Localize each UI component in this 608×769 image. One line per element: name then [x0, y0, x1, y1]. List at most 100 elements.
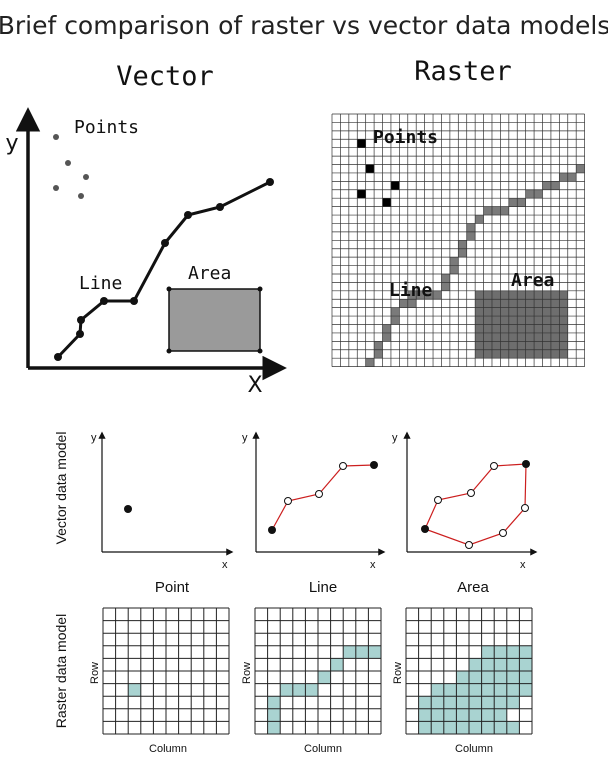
grid-row-label: Row — [392, 662, 404, 684]
raster-cell — [390, 307, 400, 317]
mini-raster-cell — [506, 645, 520, 659]
mini-raster-cell — [355, 645, 369, 659]
mini-y-label: y — [392, 432, 398, 444]
mini-raster-cell — [280, 683, 293, 697]
raster-cell — [416, 290, 425, 300]
raster-cell — [466, 231, 476, 241]
mini-point — [124, 505, 132, 513]
mini-raster-cell — [494, 658, 507, 671]
mini-raster-cell — [506, 683, 520, 697]
mini-y-label: y — [242, 432, 248, 444]
vector-points-label: Points — [74, 117, 139, 138]
page-title: Brief comparison of raster vs vector dat… — [0, 11, 608, 40]
raster-cell — [508, 198, 518, 207]
mini-area-vertex — [499, 529, 507, 537]
mini-raster-cell — [519, 658, 532, 671]
raster-cell — [382, 332, 391, 342]
raster-area-label: Area — [511, 270, 554, 291]
mini-raster-cell — [519, 683, 532, 697]
caption-line: Line — [309, 579, 337, 596]
raster-cell — [399, 299, 408, 308]
mini-raster-cell — [431, 721, 444, 734]
vector-area-vertex — [257, 286, 263, 292]
raster-cell — [525, 189, 535, 199]
vector-y-label: y — [5, 131, 18, 156]
vector-vertex — [161, 239, 169, 247]
raster-row-label: Raster data model — [53, 614, 69, 728]
mini-raster-cell — [443, 721, 457, 734]
mini-x-label: x — [370, 559, 376, 571]
mini-vector-point: y x Point — [91, 431, 234, 596]
mini-raster-cell — [494, 671, 507, 684]
raster-points-label: Points — [373, 127, 438, 148]
raster-cell — [390, 181, 400, 190]
raster-cells — [357, 139, 585, 367]
raster-grid — [331, 113, 585, 367]
vector-x-label: X — [247, 373, 262, 398]
vector-vertex — [266, 178, 274, 186]
mini-raster-cell — [494, 696, 507, 709]
mini-raster-cell — [469, 671, 482, 684]
raster-cell — [357, 189, 366, 199]
mini-raster-cell — [494, 645, 507, 659]
raster-cell — [441, 273, 450, 283]
mini-raster-cell — [469, 683, 482, 697]
mini-raster-cell — [292, 683, 306, 697]
raster-cell — [382, 324, 391, 333]
raster-cell — [365, 164, 375, 173]
vector-area-vertex — [257, 348, 263, 354]
mini-area-vertex — [467, 489, 475, 497]
mini-raster-cell — [494, 708, 507, 722]
grid-column-label: Column — [304, 743, 342, 755]
raster-cell — [424, 290, 434, 300]
mini-raster-cell — [481, 683, 495, 697]
mini-area-node — [522, 460, 530, 468]
mini-raster-cell — [469, 708, 482, 722]
vector-point — [53, 185, 59, 191]
raster-cell — [559, 172, 568, 182]
raster-cell — [365, 358, 375, 367]
mini-raster-cell — [267, 708, 281, 722]
mini-raster-cell — [481, 721, 495, 734]
vector-point — [78, 193, 84, 199]
raster-cell — [542, 181, 551, 190]
mini-raster-cell — [469, 696, 482, 709]
mini-raster-cell — [481, 671, 495, 684]
vector-vertex — [54, 353, 62, 361]
vector-vertex — [216, 203, 224, 211]
mini-area-vertex — [521, 504, 529, 512]
mini-raster-cell — [431, 708, 444, 722]
mini-raster-cell — [506, 658, 520, 671]
raster-cell — [407, 299, 417, 308]
mini-raster-cell — [456, 696, 469, 709]
mini-raster-cell — [418, 721, 432, 734]
caption-point: Point — [155, 579, 190, 596]
vector-vertex — [76, 330, 84, 338]
mini-area-vertex — [490, 462, 498, 470]
mini-raster-cell — [431, 683, 444, 697]
mini-raster-cell — [506, 671, 520, 684]
raster-cell — [534, 189, 543, 199]
mini-line-vertex — [315, 490, 323, 498]
mini-raster-cell — [519, 671, 532, 684]
mini-raster-cells — [405, 607, 533, 735]
grid-row-label: Row — [241, 662, 253, 684]
mini-raster-cell — [519, 645, 532, 659]
mini-raster-cell — [330, 658, 344, 671]
mini-raster-cell — [418, 696, 432, 709]
mini-raster-line: Column Row — [241, 607, 382, 755]
mini-raster-cells — [102, 607, 230, 735]
mini-area-vertex — [465, 541, 473, 549]
grid-column-label: Column — [149, 743, 187, 755]
raster-cell — [475, 215, 484, 224]
mini-raster-cells — [254, 607, 382, 735]
vector-heading: Vector — [116, 61, 214, 92]
mini-raster-cell — [418, 708, 432, 722]
vector-area-label: Area — [188, 263, 231, 284]
mini-line-vertex — [339, 462, 347, 470]
raster-cell — [466, 223, 476, 232]
mini-raster-cell — [443, 683, 457, 697]
mini-raster-cell — [368, 645, 381, 659]
raster-cell — [407, 290, 417, 300]
vector-area-vertex — [166, 348, 172, 354]
